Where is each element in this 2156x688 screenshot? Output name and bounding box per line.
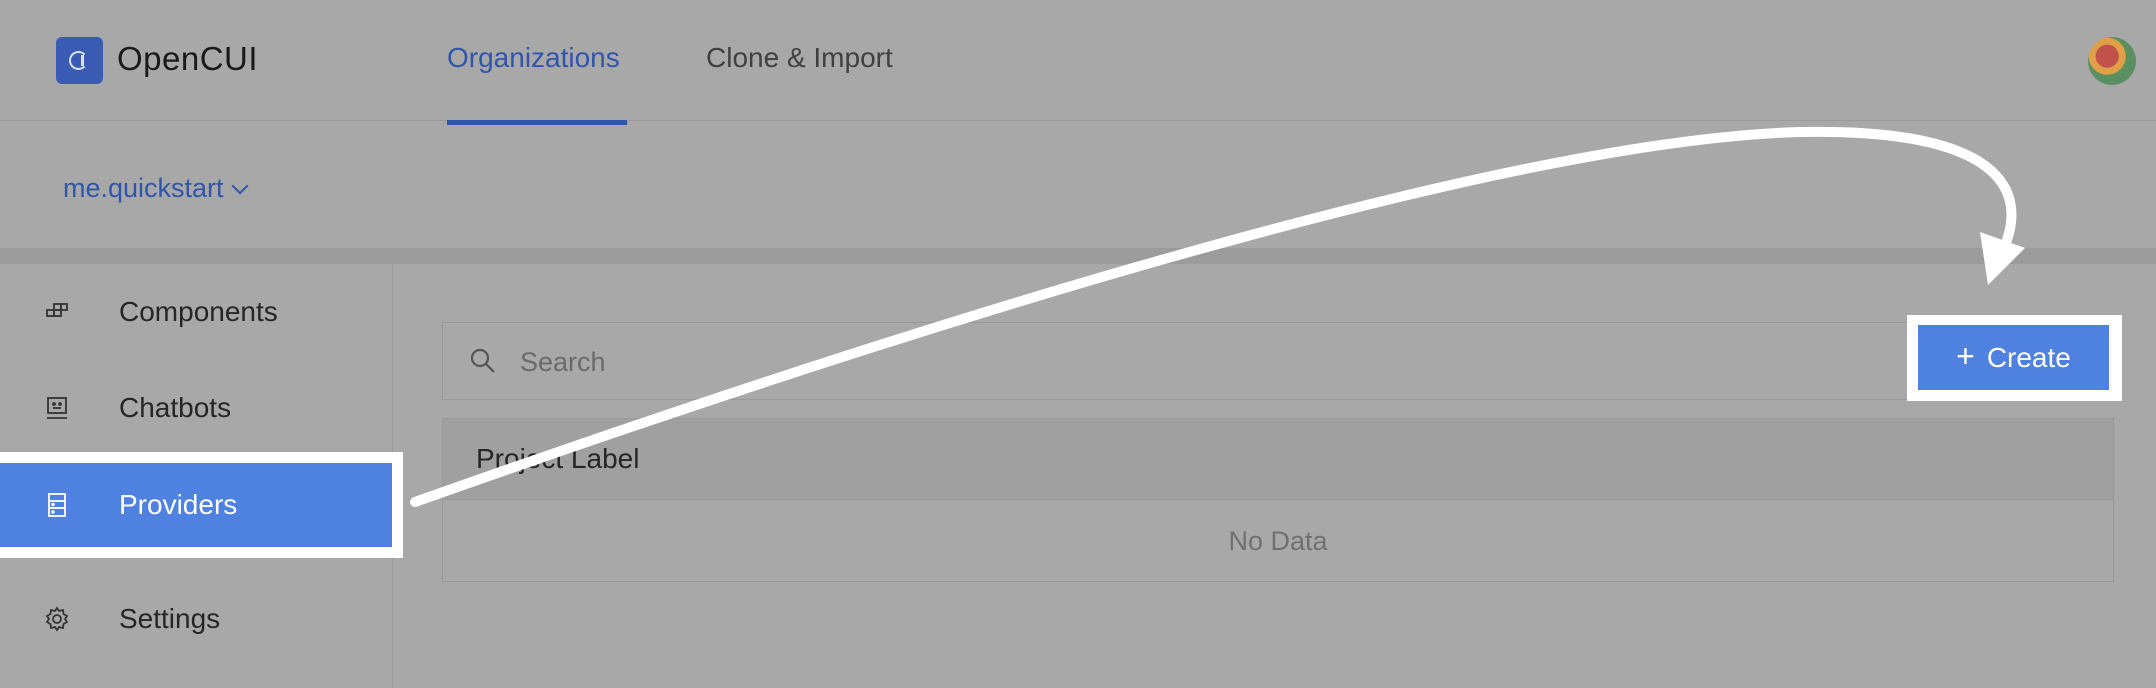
top-nav-bar: OpenCUI Organizations Clone & Import — [0, 0, 2156, 125]
search-input[interactable] — [518, 337, 1822, 387]
create-button[interactable]: + Create — [1918, 325, 2109, 390]
sidebar: Components Chatbots Providers Settings — [0, 264, 403, 688]
create-button-label: Create — [1986, 341, 2071, 373]
sidebar-item-components[interactable]: Components — [0, 270, 392, 354]
org-selector-label: me.quickstart — [63, 173, 224, 203]
projects-table: Project Label No Data — [442, 418, 2114, 582]
sidebar-item-providers[interactable]: Providers — [0, 452, 403, 558]
opencui-logo-icon[interactable] — [56, 37, 103, 84]
tab-organizations[interactable]: Organizations — [447, 42, 620, 73]
table-header: Project Label — [443, 419, 2113, 500]
org-bar: me.quickstart — [0, 121, 2156, 249]
search-icon — [470, 348, 495, 373]
search-box[interactable] — [442, 322, 1914, 400]
sidebar-item-label: Providers — [119, 489, 238, 520]
create-button-highlight: + Create — [1907, 315, 2122, 401]
plus-icon: + — [1956, 338, 1975, 374]
providers-icon — [48, 493, 66, 517]
user-avatar[interactable] — [2088, 37, 2136, 85]
brand-name[interactable]: OpenCUI — [117, 40, 259, 77]
section-divider — [0, 249, 2156, 264]
gear-icon — [45, 606, 69, 632]
tab-clone-import[interactable]: Clone & Import — [706, 42, 893, 73]
org-selector[interactable]: me.quickstart — [63, 173, 249, 204]
sidebar-item-chatbots[interactable]: Chatbots — [0, 366, 392, 450]
empty-state-text: No Data — [1228, 525, 1328, 556]
sidebar-item-label: Components — [119, 296, 278, 327]
sidebar-item-label: Settings — [119, 603, 221, 634]
components-icon — [46, 303, 68, 317]
chevron-down-icon — [231, 177, 249, 194]
chatbot-icon — [47, 397, 67, 419]
active-tab-indicator — [447, 120, 627, 125]
sidebar-item-settings[interactable]: Settings — [0, 577, 392, 661]
column-header-project-label[interactable]: Project Label — [476, 443, 640, 474]
sidebar-item-label: Chatbots — [119, 392, 232, 423]
